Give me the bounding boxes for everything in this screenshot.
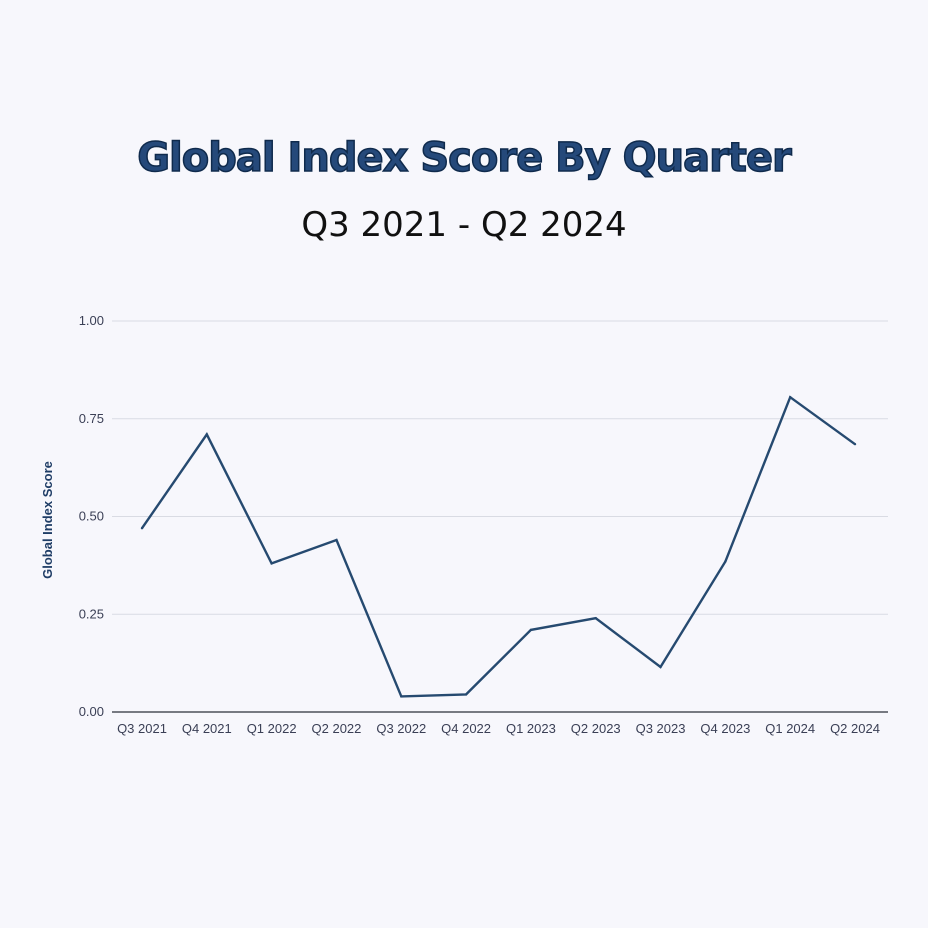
grid-lines [112,320,888,615]
y-axis-label: Global Index Score [40,461,55,579]
data-point [335,538,338,542]
y-tick-label: 0.25 [79,606,104,621]
data-point [464,693,468,696]
y-tick-label: 0.75 [79,411,104,426]
data-point [594,616,597,620]
chart-subtitle: Q3 2021 - Q2 2024 [301,205,627,245]
x-tick-label: Q4 2022 [441,721,491,736]
data-point [724,560,727,563]
x-tick-label: Q3 2022 [376,721,426,736]
x-tick-label: Q1 2024 [765,721,815,736]
series-index-score [140,395,857,698]
axes: 0.00 0.25 0.50 0.75 1.00 Q3 2021 Q4 2021 Q1 202… [79,313,888,736]
x-tick-label: Q1 2023 [506,721,556,736]
data-point [205,433,209,436]
data-point [788,396,792,399]
x-tick-label: Q3 2023 [636,721,686,736]
data-point [400,695,403,698]
data-point [529,628,533,632]
x-tick-label: Q2 2024 [830,721,880,736]
y-tick-label: 1.00 [79,313,104,328]
data-point [270,562,273,565]
x-tick-label: Q2 2023 [571,721,621,736]
y-tick-label: 0.50 [79,509,104,524]
chart-title: Global Index Score By Quarter [136,134,792,182]
data-point [140,527,144,530]
x-tick-label: Q4 2023 [700,721,750,736]
x-tick-label: Q4 2021 [182,721,232,736]
x-tick-label: Q1 2022 [247,721,297,736]
y-tick-label: 0.00 [79,704,104,719]
series-line [141,395,856,698]
data-point [659,665,662,669]
data-point [853,442,857,446]
x-tick-label: Q2 2022 [312,721,362,736]
x-tick-label: Q3 2021 [117,721,167,736]
